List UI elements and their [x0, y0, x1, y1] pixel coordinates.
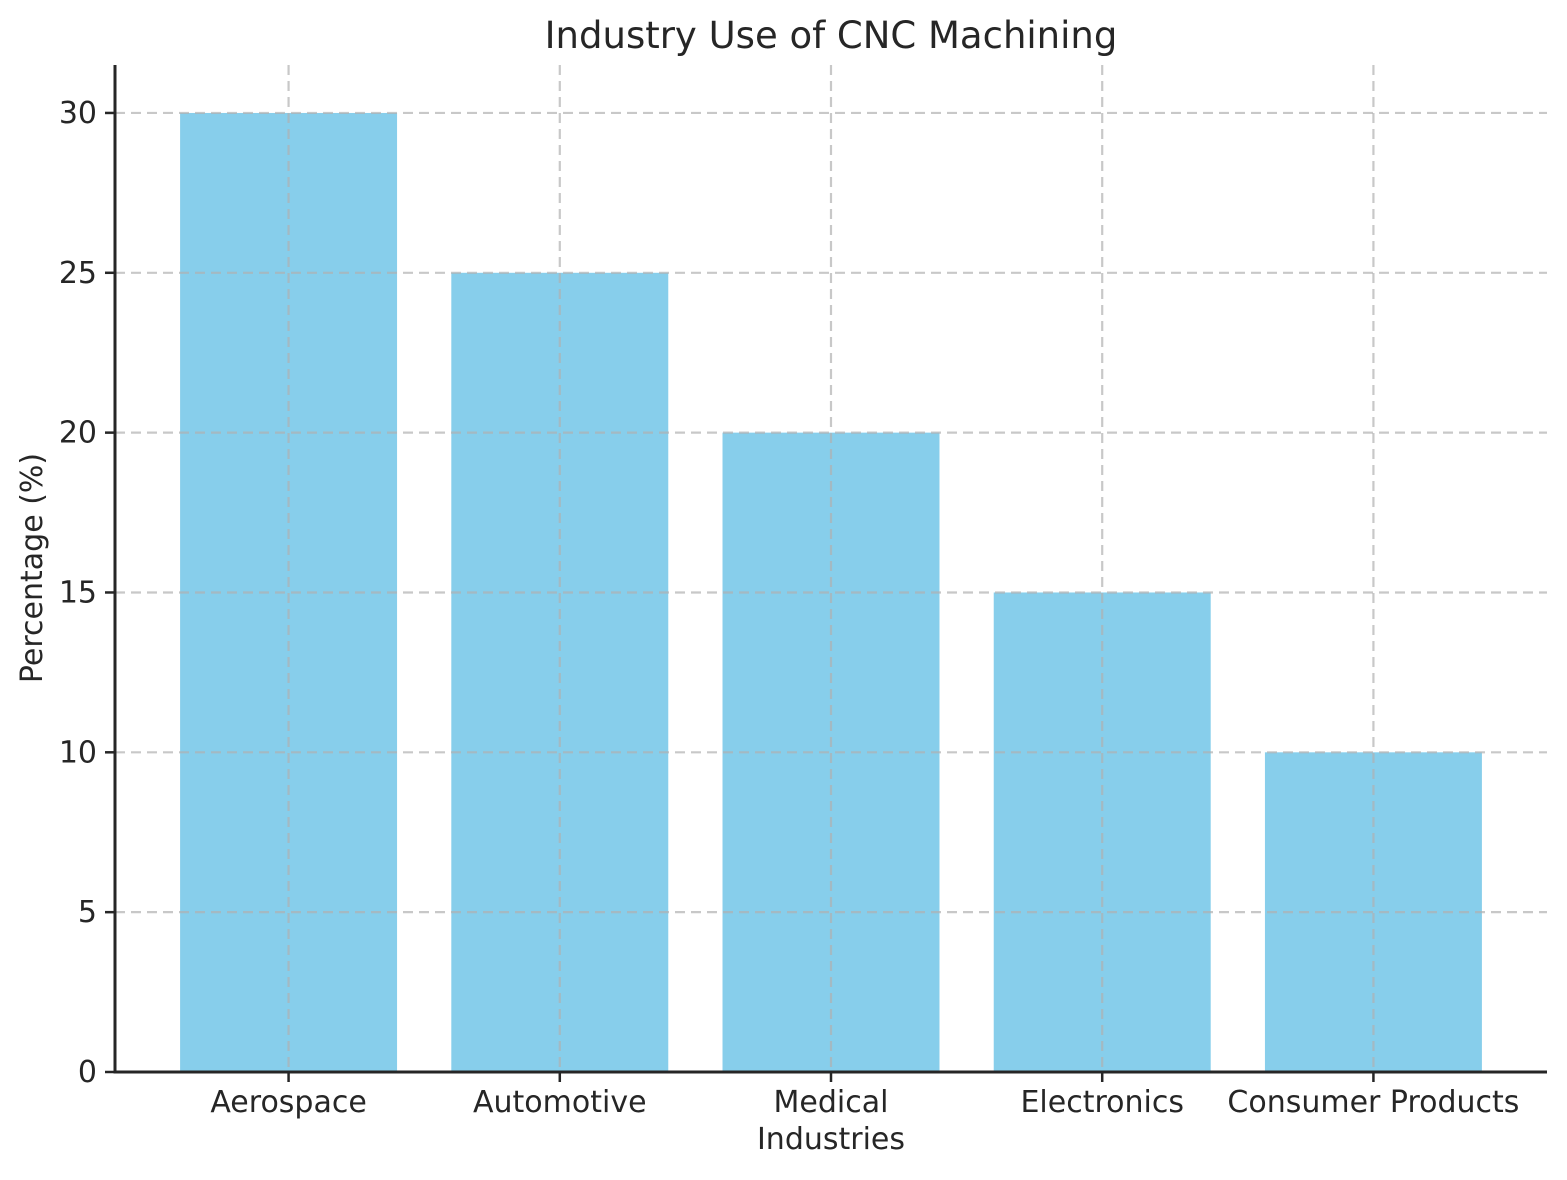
x-tick-label: Automotive	[473, 1085, 647, 1120]
y-tick-label: 5	[78, 895, 97, 930]
y-tick-label: 25	[59, 256, 97, 291]
y-tick-label: 0	[78, 1055, 97, 1090]
x-axis-label: Industries	[756, 1122, 906, 1157]
x-tick-label: Consumer Products	[1227, 1085, 1519, 1120]
y-tick-label: 20	[59, 416, 97, 451]
bar-electronics	[993, 592, 1211, 1072]
chart-title: Industry Use of CNC Machining	[544, 14, 1118, 57]
y-tick-label: 15	[59, 575, 97, 610]
x-tick-label: Aerospace	[210, 1085, 367, 1120]
x-tick-label: Electronics	[1020, 1085, 1184, 1120]
y-tick-label: 10	[59, 735, 97, 770]
x-tick-label: Medical	[774, 1085, 889, 1120]
y-axis-label: Percentage (%)	[15, 452, 50, 684]
y-tick-label: 30	[59, 96, 97, 131]
